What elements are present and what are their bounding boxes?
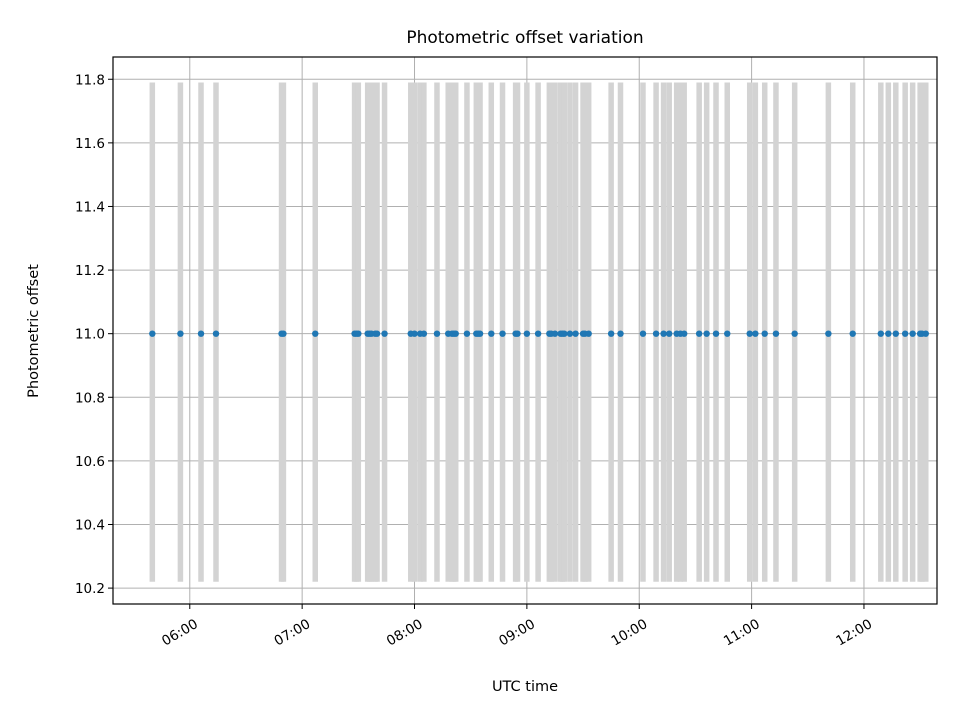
data-point	[585, 330, 592, 337]
data-point	[772, 330, 780, 337]
data-point	[617, 330, 624, 337]
data-point	[703, 330, 710, 337]
x-axis-label: UTC time	[492, 679, 558, 695]
y-axis-label: Photometric offset	[26, 264, 42, 398]
data-point	[885, 330, 892, 337]
data-point	[355, 330, 362, 337]
data-point	[452, 330, 459, 337]
data-point	[761, 330, 768, 337]
data-point	[488, 330, 495, 337]
data-point	[901, 330, 909, 337]
data-point	[561, 330, 568, 337]
data-point	[373, 330, 381, 337]
data-point	[499, 330, 506, 337]
y-tick-label: 10.2	[75, 581, 105, 597]
data-point	[197, 330, 205, 337]
y-tick-label: 11.0	[75, 327, 105, 343]
y-tick-label: 11.8	[75, 72, 105, 88]
data-point	[746, 330, 753, 337]
plot-frame	[112, 56, 938, 605]
data-point	[695, 330, 703, 337]
data-points	[149, 330, 929, 337]
data-point	[572, 330, 579, 337]
data-point	[177, 330, 184, 337]
data-point	[666, 330, 673, 337]
data-point	[463, 330, 471, 337]
y-tick-label: 10.8	[75, 390, 105, 406]
data-point	[523, 330, 531, 337]
data-point	[724, 330, 731, 337]
data-point	[551, 330, 559, 337]
data-point	[791, 330, 798, 337]
data-point	[411, 330, 418, 337]
data-point	[212, 330, 220, 337]
data-point	[652, 330, 660, 337]
data-point	[381, 330, 388, 337]
data-point	[433, 330, 441, 337]
data-point	[892, 330, 899, 337]
data-point	[280, 330, 287, 337]
data-point	[712, 330, 720, 337]
data-point	[476, 330, 484, 337]
data-point	[825, 330, 832, 337]
data-point	[420, 330, 428, 337]
data-point	[660, 330, 667, 337]
data-point	[534, 330, 542, 337]
chart-title: Photometric offset variation	[406, 28, 643, 48]
y-tick-label: 10.4	[75, 517, 105, 533]
data-point	[566, 330, 574, 337]
data-point	[312, 330, 319, 337]
data-point	[849, 330, 856, 337]
data-point	[922, 330, 929, 337]
data-point	[752, 330, 759, 337]
y-tick-label: 11.2	[75, 263, 105, 279]
y-axis-ticks: 10.2 10.4 10.6 10.8 11.0 11.2 11.4 11.6 11.8	[75, 72, 113, 597]
data-point	[639, 330, 647, 337]
data-point	[149, 330, 156, 337]
data-point	[877, 330, 885, 337]
y-tick-label: 10.6	[75, 454, 105, 470]
data-point	[680, 330, 688, 337]
data-point	[514, 330, 521, 337]
y-tick-label: 11.6	[75, 136, 105, 152]
y-tick-label: 11.4	[75, 199, 105, 215]
data-point	[607, 330, 615, 337]
data-point	[909, 330, 916, 337]
